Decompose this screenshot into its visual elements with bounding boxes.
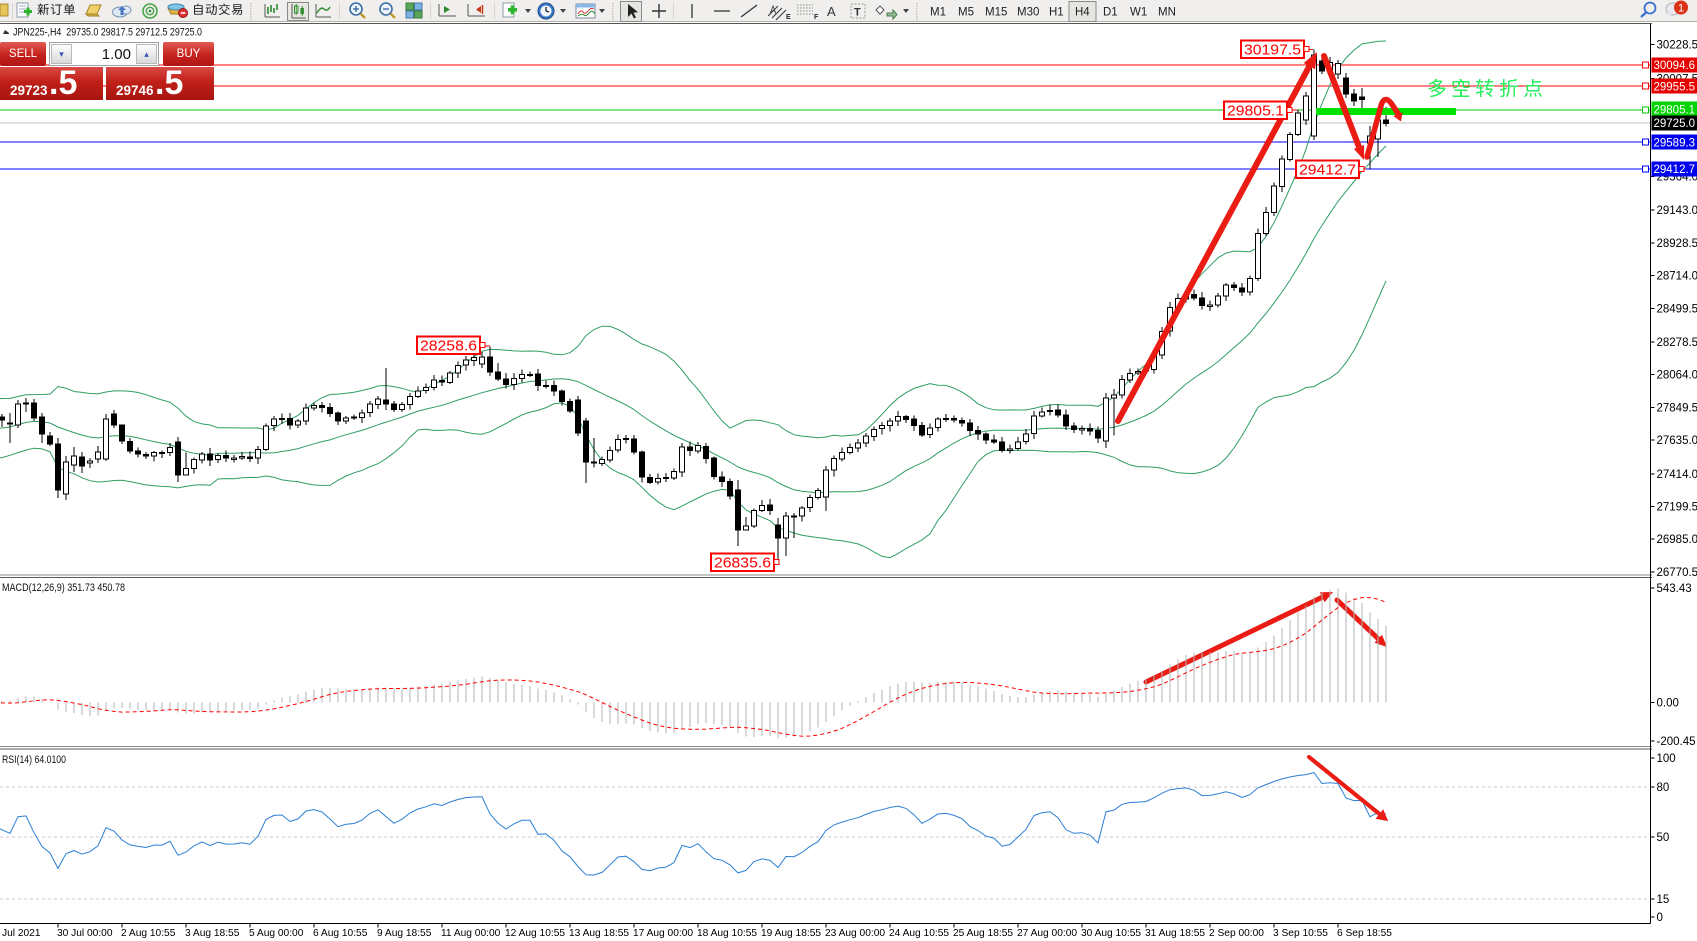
svg-text:19 Aug 18:55: 19 Aug 18:55 [761, 928, 821, 939]
svg-text:F: F [814, 14, 819, 21]
svg-text:1: 1 [1678, 3, 1684, 15]
svg-text:27635.0: 27635.0 [1657, 435, 1697, 447]
svg-text:28499.5: 28499.5 [1657, 303, 1697, 315]
svg-text:28714.0: 28714.0 [1657, 271, 1697, 283]
svg-text:30197.5: 30197.5 [1244, 42, 1301, 59]
svg-text:MACD(12,26,9) 351.73 450.78: MACD(12,26,9) 351.73 450.78 [2, 582, 125, 594]
svg-text:29412.7: 29412.7 [1299, 162, 1356, 179]
svg-text:-200.45: -200.45 [1657, 736, 1696, 748]
svg-text:M15: M15 [985, 7, 1007, 19]
svg-text:12 Aug 10:55: 12 Aug 10:55 [505, 928, 565, 939]
svg-text:15: 15 [1657, 894, 1670, 906]
svg-text:25 Aug 18:55: 25 Aug 18:55 [953, 928, 1013, 939]
svg-text:28064.0: 28064.0 [1657, 370, 1697, 382]
svg-text:100: 100 [1657, 753, 1676, 765]
svg-text:28278.5: 28278.5 [1657, 337, 1697, 349]
svg-text:27 Aug 00:00: 27 Aug 00:00 [1017, 928, 1077, 939]
svg-text:13 Aug 18:55: 13 Aug 18:55 [569, 928, 629, 939]
svg-text:A: A [827, 4, 836, 19]
svg-text:M1: M1 [930, 7, 946, 19]
svg-text:29805.1: 29805.1 [1654, 104, 1696, 116]
svg-text:29805.1: 29805.1 [1227, 103, 1284, 120]
svg-text:0: 0 [1657, 912, 1663, 924]
svg-text:RSI(14) 64.0100: RSI(14) 64.0100 [2, 754, 66, 766]
svg-text:27849.5: 27849.5 [1657, 402, 1697, 414]
svg-text:M5: M5 [958, 7, 974, 19]
svg-text:29412.7: 29412.7 [1654, 164, 1696, 176]
svg-text:29725.0: 29725.0 [1654, 118, 1696, 130]
svg-text:D1: D1 [1103, 7, 1118, 19]
svg-text:6 Sep 18:55: 6 Sep 18:55 [1337, 928, 1392, 939]
svg-text:H4: H4 [1075, 7, 1090, 19]
svg-text:543.43: 543.43 [1657, 583, 1692, 595]
svg-text:3 Aug 18:55: 3 Aug 18:55 [185, 928, 240, 939]
svg-text:30 Aug 10:55: 30 Aug 10:55 [1081, 928, 1141, 939]
svg-text:23 Aug 00:00: 23 Aug 00:00 [825, 928, 885, 939]
svg-text:H1: H1 [1049, 7, 1064, 19]
svg-text:18 Aug 10:55: 18 Aug 10:55 [697, 928, 757, 939]
svg-text:30 Jul 00:00: 30 Jul 00:00 [57, 928, 113, 939]
svg-text:26835.6: 26835.6 [714, 555, 771, 572]
svg-text:31 Aug 18:55: 31 Aug 18:55 [1145, 928, 1205, 939]
svg-text:2 Sep 00:00: 2 Sep 00:00 [1209, 928, 1264, 939]
svg-text:JPN225-,H4 29735.0 29817.5 29: JPN225-,H4 29735.0 29817.5 29712.5 29725… [13, 27, 202, 39]
svg-text:6 Aug 10:55: 6 Aug 10:55 [313, 928, 368, 939]
svg-text:17 Aug 00:00: 17 Aug 00:00 [633, 928, 693, 939]
svg-text:27414.0: 27414.0 [1657, 469, 1697, 481]
svg-text:Jul 2021: Jul 2021 [2, 928, 41, 939]
svg-text:27199.5: 27199.5 [1657, 502, 1697, 514]
svg-text:0.00: 0.00 [1657, 698, 1679, 710]
svg-text:28258.6: 28258.6 [420, 338, 477, 355]
svg-text:26985.0: 26985.0 [1657, 534, 1697, 546]
svg-text:30094.6: 30094.6 [1654, 60, 1696, 72]
svg-text:30228.5: 30228.5 [1657, 40, 1697, 52]
svg-text:W1: W1 [1130, 7, 1147, 19]
svg-text:28928.5: 28928.5 [1657, 238, 1697, 250]
svg-text:M30: M30 [1017, 7, 1039, 19]
svg-text:3 Sep 10:55: 3 Sep 10:55 [1273, 928, 1328, 939]
svg-text:24 Aug 10:55: 24 Aug 10:55 [889, 928, 949, 939]
svg-text:29143.0: 29143.0 [1657, 205, 1697, 217]
svg-text:9 Aug 18:55: 9 Aug 18:55 [377, 928, 432, 939]
svg-text:2 Aug 10:55: 2 Aug 10:55 [121, 928, 176, 939]
svg-text:5 Aug 00:00: 5 Aug 00:00 [249, 928, 304, 939]
svg-text:11 Aug 00:00: 11 Aug 00:00 [441, 928, 501, 939]
svg-text:T: T [854, 7, 861, 19]
svg-text:26770.5: 26770.5 [1657, 567, 1697, 579]
svg-text:80: 80 [1657, 782, 1670, 794]
svg-text:MN: MN [1158, 7, 1176, 19]
svg-text:29955.5: 29955.5 [1654, 81, 1696, 93]
svg-text:50: 50 [1657, 832, 1670, 844]
svg-text:29589.3: 29589.3 [1654, 137, 1696, 149]
svg-text:E: E [786, 14, 791, 21]
